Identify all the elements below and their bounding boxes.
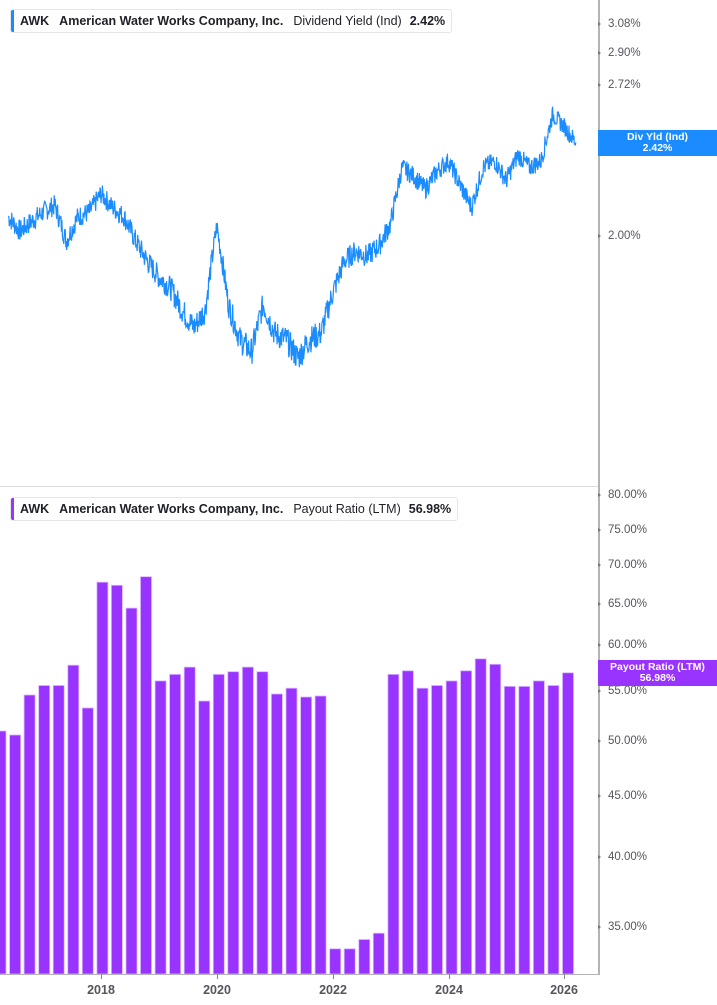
current-value-label: Payout Ratio (LTM) 56.98%	[598, 660, 717, 686]
y-tick: 45.00%	[597, 790, 647, 802]
series-color-marker	[11, 498, 14, 520]
y-tick: 35.00%	[597, 921, 647, 933]
x-label: 2024	[435, 983, 463, 997]
y-tick: 60.00%	[597, 639, 647, 651]
legend-value: 2.42%	[409, 14, 446, 28]
dividend-yield-legend[interactable]: AWK American Water Works Company, Inc. D…	[10, 9, 453, 33]
y-tick: 2.72%	[598, 79, 641, 91]
label-title: Div Yld (Ind)	[626, 131, 689, 143]
y-tick: 2.00%	[598, 230, 641, 242]
y-tick: 50.00%	[597, 735, 647, 747]
y-tick: 70.00%	[597, 559, 647, 571]
dividend-yield-panel: AWK American Water Works Company, Inc. D…	[0, 0, 717, 486]
legend-value: 56.98%	[408, 502, 452, 516]
legend-company: American Water Works Company, Inc.	[59, 502, 284, 516]
y-tick: 3.08%	[598, 18, 641, 30]
y-tick: 55.00%	[597, 685, 647, 697]
legend-company: American Water Works Company, Inc.	[59, 14, 284, 28]
payout-ratio-legend[interactable]: AWK American Water Works Company, Inc. P…	[10, 497, 459, 521]
x-tick	[101, 974, 102, 979]
legend-metric: Payout Ratio (LTM)	[293, 502, 401, 516]
payout-ratio-panel: AWK American Water Works Company, Inc. P…	[0, 487, 717, 975]
legend-ticker: AWK	[20, 14, 50, 28]
x-axis-line	[0, 974, 600, 975]
label-value: 56.98%	[639, 672, 676, 684]
x-label: 2018	[87, 983, 115, 997]
x-tick	[449, 974, 450, 979]
label-value: 2.42%	[642, 142, 673, 154]
y-tick: 65.00%	[597, 598, 647, 610]
current-value-label: Div Yld (Ind) 2.42%	[598, 130, 717, 156]
x-tick	[333, 974, 334, 979]
y-tick: 75.00%	[597, 524, 647, 536]
legend-ticker: AWK	[20, 502, 50, 516]
x-tick	[564, 974, 565, 979]
dividend-yield-line	[7, 106, 577, 368]
x-label: 2022	[319, 983, 347, 997]
y-tick: 40.00%	[597, 851, 647, 863]
y-axis-line	[598, 0, 600, 975]
y-tick: 80.00%	[597, 489, 647, 501]
legend-metric: Dividend Yield (Ind)	[293, 14, 402, 28]
series-color-marker	[11, 10, 14, 32]
label-title: Payout Ratio (LTM)	[610, 661, 705, 673]
x-label: 2020	[203, 983, 231, 997]
x-tick	[217, 974, 218, 979]
panel-divider[interactable]	[0, 486, 598, 487]
y-tick: 2.90%	[598, 47, 641, 59]
x-label: 2026	[550, 983, 578, 997]
